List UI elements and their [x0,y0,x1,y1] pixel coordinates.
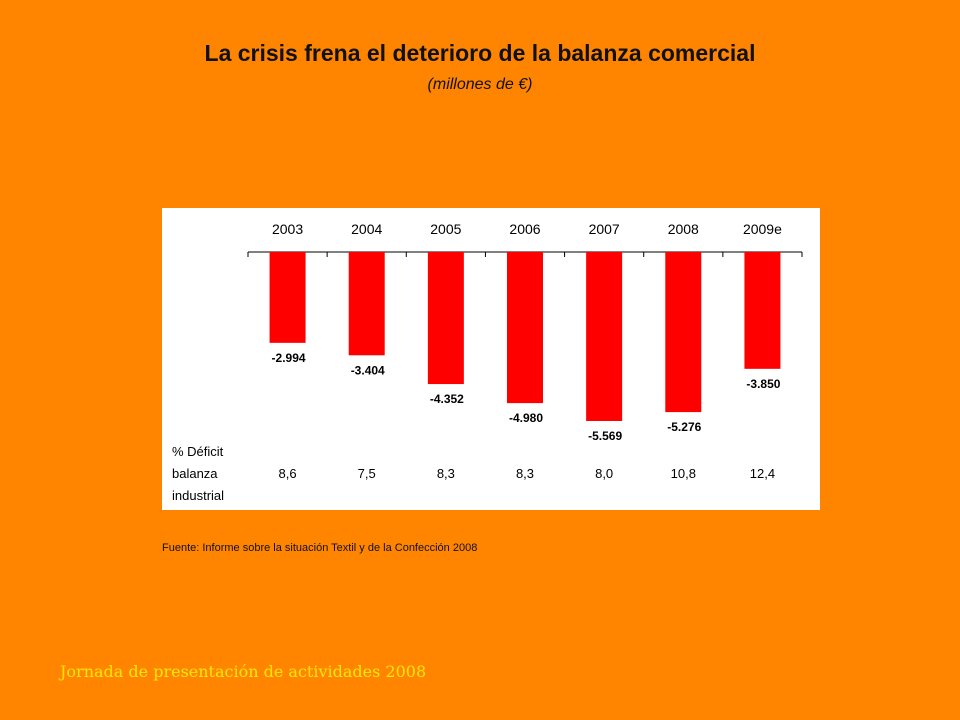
x-tick-label: 2004 [351,221,382,237]
bar [348,252,385,356]
deficit-value: 8,6 [279,466,297,481]
deficit-value: 8,3 [437,466,455,481]
chart-subtitle: (millones de €) [427,76,533,93]
data-label: -3.850 [746,377,780,391]
bar [507,252,543,404]
data-label: -5.276 [667,420,701,434]
data-label: -4.980 [509,411,543,425]
x-tick-label: 2003 [272,221,303,237]
bar [744,252,781,369]
bar-chart: 2003 -2.994 8,6 2004 -3.404 7,5 2005 -4.352 8,3 2… [172,221,803,503]
x-tick-label: 2009e [743,221,782,237]
deficit-value: 7,5 [358,466,376,481]
data-label: -3.404 [351,363,385,377]
bar [586,252,623,421]
x-tick-label: 2005 [430,221,461,237]
chart-title: La crisis frena el deterioro de la balan… [204,40,756,66]
deficit-value: 8,0 [595,466,613,481]
data-label: -5.569 [588,429,622,443]
deficit-row-label: industrial [172,488,224,503]
chart-panel: 2003 -2.994 8,6 2004 -3.404 7,5 2005 -4.352 8,3 2… [162,208,820,510]
x-tick-label: 2006 [509,221,540,237]
footer-text: Jornada de presentación de actividades 2… [60,662,427,681]
deficit-row-label: balanza [172,466,218,481]
bar [269,252,306,343]
bar [665,252,702,413]
deficit-value: 8,3 [516,466,534,481]
source-note: Fuente: Informe sobre la situación Texti… [162,542,478,554]
deficit-row-label: % Déficit [172,444,224,459]
data-label: -4.352 [430,392,464,406]
deficit-value: 12,4 [750,466,775,481]
x-tick-label: 2008 [668,221,699,237]
bar [427,252,464,385]
data-label: -2.994 [272,351,306,365]
deficit-value: 10,8 [671,466,696,481]
x-tick-label: 2007 [589,221,620,237]
